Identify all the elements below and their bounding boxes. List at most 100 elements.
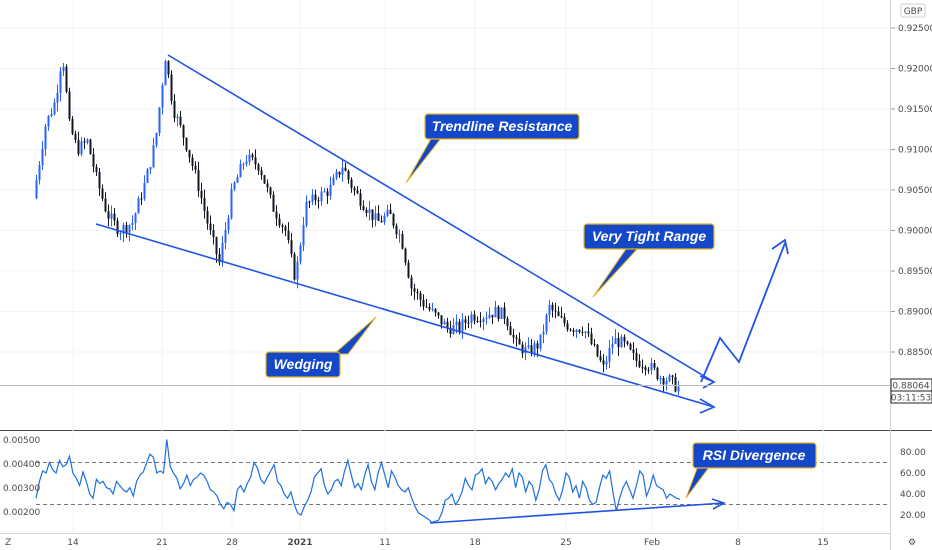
candle-body (53, 102, 56, 115)
candle-body (545, 315, 548, 332)
price-tick-label: 0.90000 (898, 227, 932, 237)
candle-body (488, 314, 491, 318)
timezone-button[interactable]: Z (5, 538, 11, 548)
candle-body (227, 218, 230, 230)
rsi-divergence-callout[interactable]: RSI Divergence (685, 442, 817, 499)
candle-body (521, 344, 524, 354)
candle-body (560, 315, 563, 318)
candle-body (47, 115, 50, 127)
currency-badge[interactable] (900, 3, 926, 18)
candle-body (428, 306, 431, 310)
candle-body (131, 222, 134, 226)
candle-body (149, 167, 152, 170)
candle-body (248, 154, 251, 162)
candle-body (116, 220, 119, 234)
candle-body (410, 277, 413, 289)
candle-body (71, 118, 74, 134)
candle-body (44, 126, 47, 149)
candle-body (320, 191, 323, 202)
candle-body (359, 193, 362, 206)
candle-body (404, 248, 407, 263)
candle-body (389, 209, 392, 214)
candle-body (482, 318, 485, 322)
candle-body (659, 378, 662, 380)
candle-body (62, 66, 65, 72)
candle-body (383, 215, 386, 223)
candle-body (650, 363, 653, 371)
candle-body (107, 211, 110, 219)
rsi-left-tick-label: 0.00200 (3, 508, 40, 518)
candle-body (653, 363, 656, 368)
candle-body (527, 345, 530, 348)
candle-body (242, 164, 245, 166)
candle-body (344, 167, 347, 171)
candle-body (401, 234, 404, 249)
very-tight-range-callout[interactable]: Very Tight Range (583, 223, 715, 298)
time-axis[interactable]: 14 21 28 2021 11 18 25 Feb 8 15 (67, 538, 828, 548)
candle-body (464, 319, 467, 323)
candle-body (356, 190, 359, 194)
price-tick-label: 0.89500 (898, 267, 932, 277)
time-tick-label: 28 (226, 538, 238, 548)
candle-body (245, 161, 248, 165)
candle-body (416, 291, 419, 294)
candle-body (89, 139, 92, 155)
candle-body (212, 230, 215, 238)
candle-body (239, 164, 242, 178)
candle-body (500, 307, 503, 319)
candle-body (56, 92, 59, 103)
candle-body (437, 312, 440, 316)
trendline-resistance[interactable] (167, 54, 715, 383)
candle-body (125, 224, 128, 233)
rsi-tick-label: 80.00 (900, 448, 926, 458)
candle-body (509, 326, 512, 336)
rsi-tick-label: 60.00 (900, 469, 926, 479)
price-tick-label: 0.89000 (898, 308, 932, 318)
candle-body (362, 205, 365, 210)
candle-body (275, 211, 278, 219)
candle-body (191, 157, 194, 166)
candle-body (74, 133, 77, 140)
wedging-label: Wedging (274, 356, 333, 372)
rsi-axis[interactable]: 80.00 60.00 40.00 20.00 (900, 448, 926, 521)
candle-body (536, 343, 539, 349)
candle-body (455, 321, 458, 326)
trendline-resistance-label: Trendline Resistance (432, 118, 573, 134)
candle-body (392, 213, 395, 226)
candle-body (302, 225, 305, 246)
trendline-resistance-callout[interactable]: Trendline Resistance (405, 113, 580, 184)
callout-box (424, 113, 580, 140)
candle-body (365, 209, 368, 213)
candle-body (407, 262, 410, 278)
price-tick-label: 0.91500 (898, 105, 932, 115)
price-tick-label: 0.92000 (898, 65, 932, 75)
candle-body (143, 182, 146, 199)
price-axis[interactable]: GBP 0.92500 0.92000 0.91500 0.91000 0.90500 0… (890, 3, 932, 404)
candle-body (263, 175, 266, 184)
candle-body (299, 245, 302, 262)
candle-body (533, 343, 536, 354)
candle-body (224, 229, 227, 243)
candle-body (419, 293, 422, 300)
wedging-callout[interactable]: Wedging (265, 316, 377, 378)
settings-icon[interactable]: ⚙ (908, 538, 916, 548)
candle-body (632, 349, 635, 353)
candle-body (287, 230, 290, 241)
candle-body (617, 337, 620, 348)
candle-body (104, 198, 107, 212)
price-tick-label: 0.92500 (898, 24, 932, 34)
very-tight-range-label: Very Tight Range (592, 228, 707, 244)
candle-body (326, 191, 329, 196)
candle-body (518, 338, 521, 345)
candle-body (305, 201, 308, 226)
candle-body (422, 299, 425, 307)
candle-body (167, 61, 170, 75)
candle-body (317, 200, 320, 202)
rsi-divergence-line[interactable] (429, 502, 725, 524)
projection-path[interactable] (700, 242, 786, 383)
candle-body (266, 183, 269, 188)
candle-body (329, 184, 332, 196)
wedge-support-line[interactable] (95, 223, 715, 408)
candle-body (119, 233, 122, 235)
